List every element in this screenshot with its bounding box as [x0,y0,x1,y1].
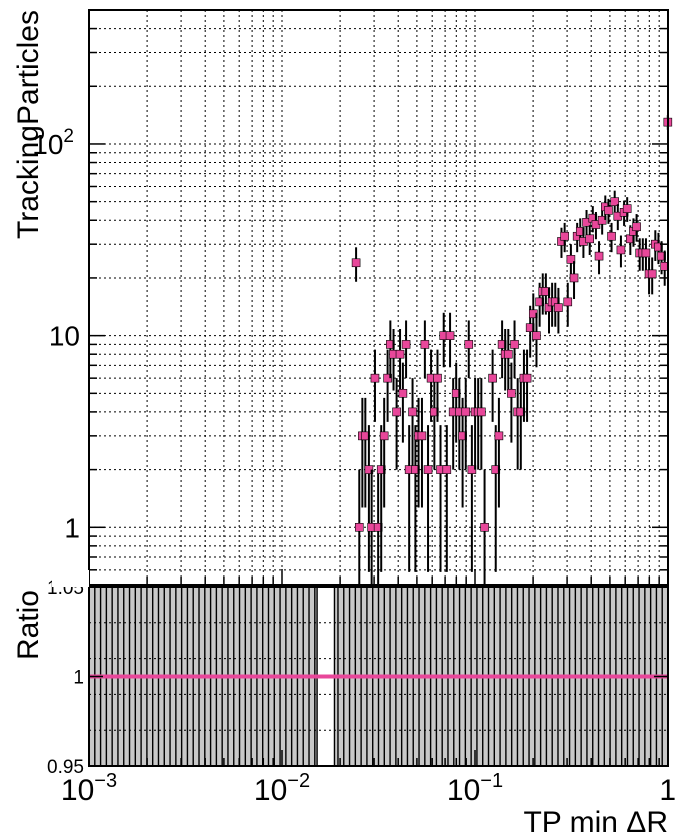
data-point [566,255,576,264]
ratio-plot-frame [88,586,669,767]
data-point [622,204,632,213]
data-point [442,465,452,474]
data-point [532,331,541,340]
main-y-tick-label: 1 [64,512,80,543]
data-point [395,349,405,359]
data-point [607,231,616,241]
main-y-tick-label-exponent: 2 [63,126,74,147]
data-point [569,273,579,283]
data-point [632,222,641,232]
data-point [461,407,471,417]
data-point [610,197,619,206]
x-tick-label: 10−3 [61,770,117,807]
ratio-y-tick-label: 0.95 [47,757,84,778]
data-point [585,234,595,244]
x-tick-label-exponent: −1 [480,770,503,792]
data-point [383,373,392,383]
data-point [376,465,386,474]
data-point [510,340,519,349]
ratio-y-axis-title: Ratio [12,590,45,660]
data-point [560,231,569,241]
x-axis-title: TP min ΔR [523,806,668,836]
axis-labels: TrackingParticles Ratio TP min ΔR [12,10,668,836]
data-point [554,303,563,312]
data-point [563,297,573,307]
data-point [379,431,389,441]
data-point [364,465,374,474]
ratio-y-tick-label: 1 [73,668,84,689]
data-point [423,465,433,474]
data-point [503,349,513,359]
data-point [417,431,427,441]
data-point [433,373,442,383]
data-point [354,523,364,532]
main-plot-frame [88,9,669,586]
data-point [398,389,408,398]
data-point [594,251,604,261]
data-point [604,206,613,215]
x-tick-label-exponent: −3 [94,770,117,792]
data-point [392,407,401,417]
data-point [647,269,657,279]
data-point [477,407,486,417]
data-point [464,340,474,349]
data-point [507,389,516,398]
x-tick-label-exponent: −2 [287,770,310,792]
data-point [351,258,361,268]
data-point [401,340,411,349]
data-point [494,431,504,441]
main-y-axis-title: TrackingParticles [12,10,45,239]
data-point [420,340,430,349]
data-point [616,245,626,255]
data-point [641,248,651,258]
main-y-tick-label: 10 [49,321,80,352]
data-point [445,331,455,340]
data-point [408,407,417,417]
x-tick-label: 10−2 [254,770,310,807]
data-point [370,373,380,383]
ratio-label-mask [52,570,89,587]
data-point [522,373,532,383]
x-tick-label: 1 [659,774,676,807]
data-point [480,523,489,532]
data-point [597,215,607,225]
data-point [488,373,497,383]
